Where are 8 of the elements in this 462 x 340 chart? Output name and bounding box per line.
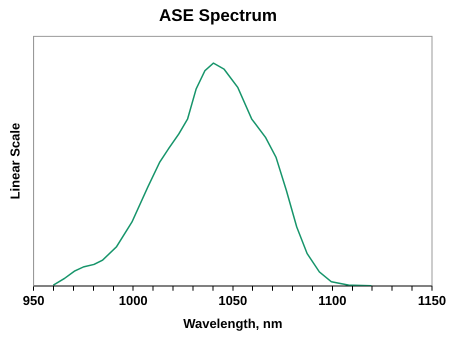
x-axis-title: Wavelength, nm <box>183 316 282 331</box>
x-tick-label: 950 <box>22 293 44 308</box>
x-tick-label: 1050 <box>218 293 248 308</box>
x-tick-label: 1150 <box>418 293 446 308</box>
chart-title: ASE Spectrum <box>158 6 278 25</box>
x-tick-label: 1000 <box>118 293 148 308</box>
y-axis-title: Linear Scale <box>7 122 22 200</box>
x-tick-label: 1100 <box>318 293 346 308</box>
